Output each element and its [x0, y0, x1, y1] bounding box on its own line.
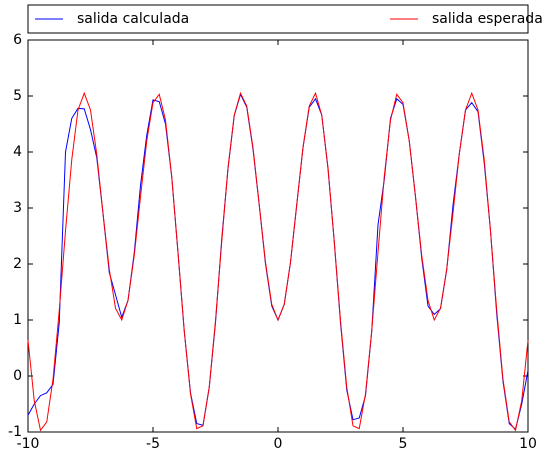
- y-tick-label: 6: [13, 32, 22, 48]
- line-series: [27, 92, 529, 431]
- plot-frame: [27, 39, 529, 433]
- x-tick-label: -5: [146, 436, 160, 452]
- y-tick-label: 1: [13, 312, 22, 328]
- legend-box: [27, 4, 529, 34]
- legend-label: salida calculada: [77, 11, 189, 27]
- x-tick-label: 10: [519, 436, 537, 452]
- y-tick-label: 4: [13, 144, 22, 160]
- y-tick-label: 3: [13, 200, 22, 216]
- x-tick-label: 0: [274, 436, 283, 452]
- line-series: [27, 91, 529, 432]
- y-tick-label: 5: [13, 88, 22, 104]
- legend-label: salida esperada: [432, 11, 542, 27]
- x-tick-label: 5: [399, 436, 408, 452]
- x-tick-label: -10: [17, 436, 40, 452]
- y-tick-label: 2: [13, 256, 22, 272]
- y-tick-label: 0: [13, 368, 22, 384]
- y-tick-label: -1: [8, 424, 22, 440]
